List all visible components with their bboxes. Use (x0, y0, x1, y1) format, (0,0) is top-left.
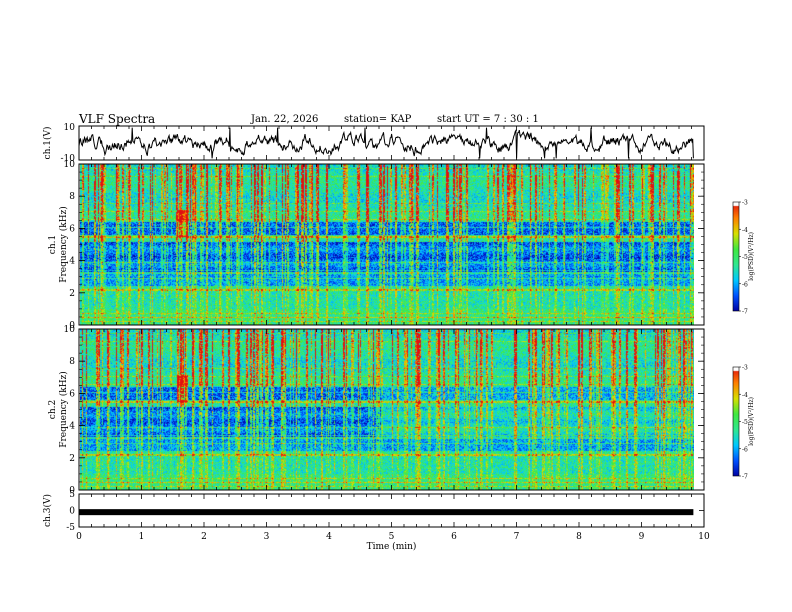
ch3-y-tick-label: -5 (66, 523, 75, 533)
ch1-spec-y-tick-label: 4 (69, 257, 75, 267)
ch2-spec-y-label-line: Frequency (kHz) (58, 371, 69, 448)
ch1-spec-y-label-line: Frequency (kHz) (58, 206, 69, 283)
x-tick-label: 5 (389, 532, 395, 542)
ch2-spec-y-label: ch.2 Frequency (kHz) (48, 371, 69, 448)
ch1-colorbar-tick-label: -4 (742, 227, 748, 234)
x-tick-label: 9 (639, 532, 645, 542)
ch1-y-tick-label: -10 (61, 154, 76, 164)
ch1-colorbar-tick-label: -5 (742, 254, 748, 261)
ch2-spec-y-tick-label: 8 (69, 357, 75, 367)
ch1-spec-y-tick-label: 2 (69, 289, 75, 299)
x-tick-label: 1 (139, 532, 145, 542)
ch1-colorbar-gradient (733, 202, 739, 311)
ch2-colorbar-label-text: log(PSD)(V²/Hz) (748, 397, 755, 446)
ch2-colorbar-gradient (733, 367, 739, 476)
ch2-spec-y-tick-label: 2 (69, 454, 75, 464)
ch1-colorbar-tick-label: -3 (742, 200, 748, 207)
ch1-spectrogram-image (80, 164, 694, 325)
ch2-colorbar-tick-label: -7 (742, 474, 748, 481)
ch2-spec-y-tick-label: 0 (69, 486, 75, 496)
x-tick-label: 7 (514, 532, 520, 542)
ch3-y-tick-label: 5 (69, 490, 75, 500)
ch2-colorbar-tick-label: -6 (742, 446, 748, 453)
ch2-colorbar-tick-label: -5 (742, 419, 748, 426)
x-tick-label: 4 (326, 532, 332, 542)
ch2-spectrogram-image (80, 329, 694, 490)
ch1-spec-y-tick-label: 8 (69, 192, 75, 202)
ch3-y-label-text: ch.3(V) (42, 494, 53, 527)
ch1-colorbar-tick-label: -6 (742, 281, 748, 288)
ch1-y-tick-label: 10 (64, 123, 76, 133)
ch1-trace-line (78, 127, 694, 159)
x-tick-label: 6 (451, 532, 457, 542)
ch1-spec-y-tick-label: 10 (64, 160, 76, 170)
ch1-colorbar-tick-label: -7 (742, 309, 748, 316)
x-tick-label: 2 (201, 532, 207, 542)
ch2-spec-y-tick-label: 4 (69, 422, 75, 432)
ch2-colorbar-tick-label: -3 (742, 365, 748, 372)
x-tick-label: 8 (576, 532, 582, 542)
ch1-colorbar-label-text: log(PSD)(V²/Hz) (748, 232, 755, 281)
figure-station: station= KAP (344, 114, 412, 125)
x-tick-label: 0 (76, 532, 82, 542)
x-tick-label: 10 (698, 532, 710, 542)
figure-start-ut: start UT = 7 : 30 : 1 (437, 114, 539, 125)
ch1-colorbar-label: log(PSD)(V²/Hz) (748, 232, 755, 281)
ch2-colorbar-tick-label: -4 (742, 392, 748, 399)
ch2-spec-y-tick-label: 10 (64, 325, 76, 335)
ch1-spec-y-label-line: ch.1 (48, 235, 58, 254)
ch1-spec-y-label: ch.1 Frequency (kHz) (48, 206, 69, 283)
ch1-y-label-text: ch.1(V) (42, 127, 53, 160)
ch1-spec-y-tick-label: 6 (69, 224, 75, 234)
ch2-colorbar-label: log(PSD)(V²/Hz) (748, 397, 755, 446)
ch1-spec-y-tick-label: 0 (69, 321, 75, 331)
ch2-spec-y-tick-label: 6 (69, 389, 75, 399)
x-axis-label: Time (min) (367, 541, 417, 552)
ch1-y-label: ch.1(V) (42, 127, 53, 160)
figure-date: Jan. 22, 2026 (251, 114, 319, 125)
figure-title: VLF Spectra (79, 112, 156, 126)
ch3-y-tick-label: 0 (69, 507, 75, 517)
ch3-trace-band (79, 509, 694, 516)
ch2-spec-y-label-line: ch.2 (48, 400, 58, 419)
ch3-y-label: ch.3(V) (42, 494, 53, 527)
x-tick-label: 3 (264, 532, 270, 542)
